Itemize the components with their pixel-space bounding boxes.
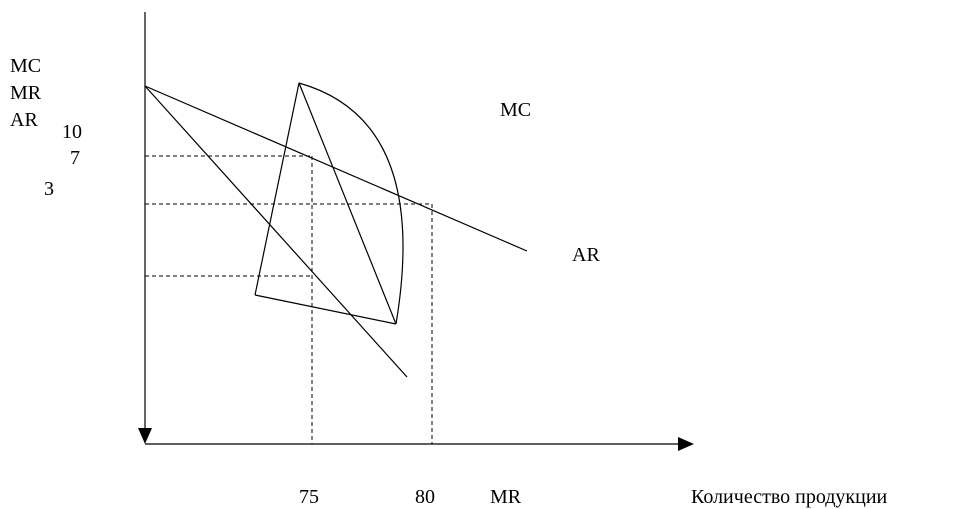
- mr-curve: [144, 85, 408, 378]
- y-axis-arrowhead: [138, 428, 152, 444]
- mc-label: MC: [500, 99, 532, 121]
- mc-curve-left: [254, 82, 300, 296]
- mr-label: MR: [490, 486, 522, 508]
- y-axis-label-mc: MC: [10, 55, 42, 77]
- x-axis-arrowhead: [678, 437, 694, 451]
- x-tick-80: 80: [415, 486, 435, 508]
- mc-curve-arc: [298, 82, 404, 325]
- mc-curve-diagonal: [298, 82, 397, 325]
- ar-label: AR: [572, 244, 600, 266]
- y-tick-10: 10: [62, 121, 82, 143]
- mc-curve-bottom: [254, 294, 397, 325]
- x-axis-title: Количество продукции: [691, 486, 888, 508]
- x-tick-75: 75: [299, 486, 319, 508]
- y-tick-3: 3: [44, 178, 54, 200]
- ar-curve: [144, 85, 528, 252]
- y-axis-label-mr: MR: [10, 82, 42, 104]
- y-axis-label-ar: AR: [10, 109, 38, 131]
- y-axis-label: MC MR AR: [10, 53, 41, 134]
- y-tick-7: 7: [70, 147, 80, 169]
